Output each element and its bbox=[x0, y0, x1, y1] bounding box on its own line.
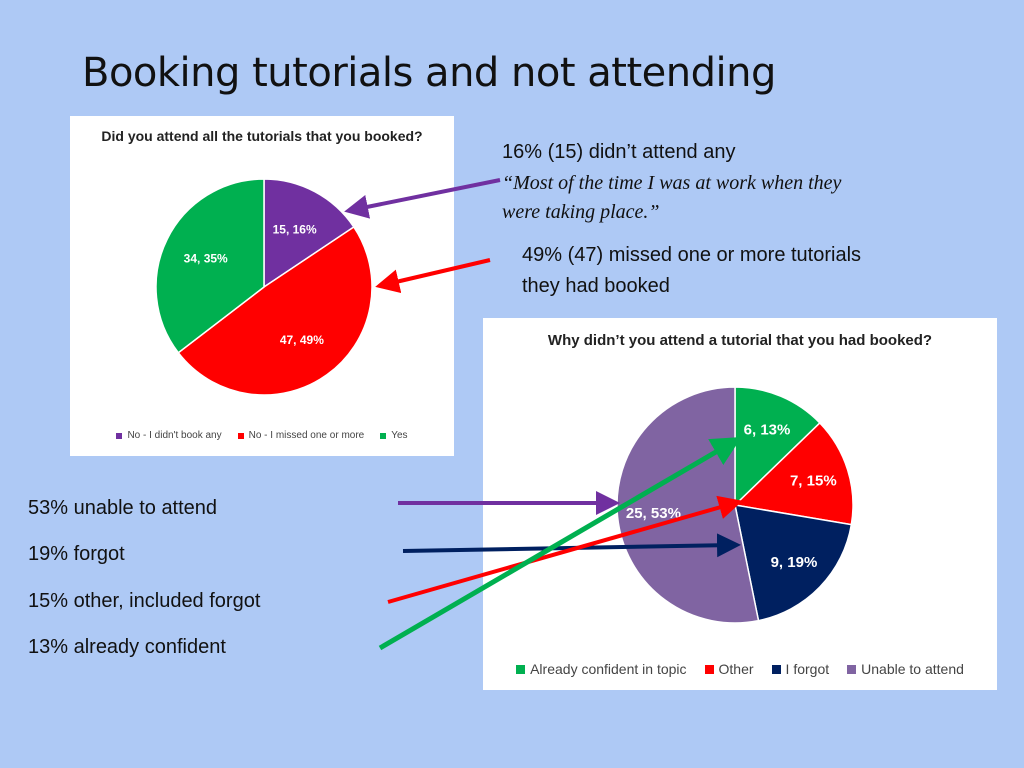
legend-label: Yes bbox=[391, 430, 408, 441]
slide-title: Booking tutorials and not attending bbox=[82, 50, 776, 96]
note-missed-line-2: they had booked bbox=[522, 275, 670, 297]
pie-slice-2 bbox=[155, 178, 265, 354]
chart-legend: Already confident in topic Other I forgot U… bbox=[483, 661, 997, 677]
chart-title: Did you attend all the tutorials that yo… bbox=[101, 128, 423, 144]
legend-label: No - I didn't book any bbox=[127, 430, 222, 441]
data-label-0: 15, 16% bbox=[273, 223, 317, 237]
legend-label: No - I missed one or more bbox=[248, 430, 365, 441]
data-label-3: 25, 53% bbox=[626, 505, 681, 522]
list-item-forgot: 19% forgot bbox=[28, 543, 125, 565]
quote-line-1: “Most of the time I was at work when the… bbox=[502, 172, 842, 194]
legend-label: Other bbox=[718, 661, 754, 677]
data-label-1: 47, 49% bbox=[280, 333, 324, 347]
annotation-arrow-0 bbox=[344, 178, 501, 219]
chart-title: Why didn’t you attend a tutorial that yo… bbox=[547, 332, 933, 349]
legend-swatch bbox=[704, 664, 714, 674]
legend-item-0: Already confident in topic bbox=[516, 661, 687, 677]
legend-label: Unable to attend bbox=[861, 661, 964, 677]
pie-slice-1 bbox=[733, 421, 854, 526]
annotation-arrow-3 bbox=[402, 533, 741, 558]
legend-swatch bbox=[237, 432, 244, 439]
data-label-2: 34, 35% bbox=[184, 251, 228, 265]
legend-item-1: No - I missed one or more bbox=[237, 430, 365, 441]
attendance-pie: 15, 16% 47, 49% 34, 35% bbox=[155, 178, 373, 396]
legend-item-0: No - I didn't book any bbox=[116, 430, 222, 441]
chart-legend: No - I didn't book any No - I missed one … bbox=[70, 430, 454, 441]
note-missed-line-1: 49% (47) missed one or more tutorials bbox=[522, 244, 862, 266]
legend-item-2: I forgot bbox=[771, 661, 830, 677]
annotation-arrow-5 bbox=[378, 436, 742, 651]
legend-label: I forgot bbox=[785, 661, 830, 677]
data-label-2: 9, 19% bbox=[771, 554, 818, 571]
pie-slice-0 bbox=[734, 386, 821, 507]
list-item-other: 15% other, included forgot bbox=[28, 590, 261, 612]
legend-swatch bbox=[516, 664, 526, 674]
pie-slice-2 bbox=[734, 504, 853, 622]
legend-swatch bbox=[847, 664, 857, 674]
annotation-arrow-4 bbox=[387, 495, 743, 604]
pie-slice-1 bbox=[177, 225, 373, 396]
pie-slice-0 bbox=[263, 178, 355, 289]
list-item-unable: 53% unable to attend bbox=[28, 497, 218, 519]
legend-swatch bbox=[116, 432, 123, 439]
legend-item-1: Other bbox=[704, 661, 754, 677]
data-label-1: 7, 15% bbox=[790, 473, 837, 490]
legend-label: Already confident in topic bbox=[530, 661, 687, 677]
legend-swatch bbox=[380, 432, 387, 439]
legend-item-3: Unable to attend bbox=[847, 661, 964, 677]
data-label-0: 6, 13% bbox=[744, 422, 791, 439]
annotation-arrow-1 bbox=[375, 258, 491, 294]
legend-item-2: Yes bbox=[380, 430, 408, 441]
note-didnt-attend: 16% (15) didn’t attend any bbox=[502, 141, 736, 163]
legend-swatch bbox=[771, 664, 781, 674]
list-item-confident: 13% already confident bbox=[28, 636, 226, 658]
quote-line-2: were taking place.” bbox=[502, 201, 660, 223]
